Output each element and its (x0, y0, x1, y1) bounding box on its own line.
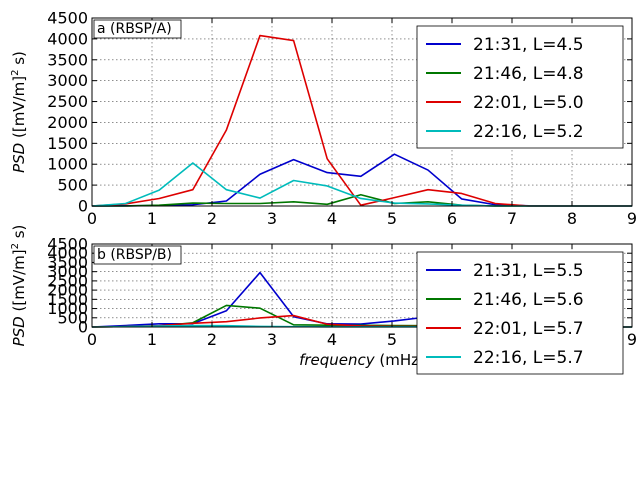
x-axis-label: frequency (mHz) (299, 351, 425, 369)
x-tick-label: 6 (447, 209, 457, 228)
series-line-4 (91, 162, 632, 207)
y-tick-label: 0 (78, 318, 88, 337)
x-tick-label: 7 (507, 209, 517, 228)
panel-label-box (93, 19, 182, 39)
x-tick-label: 0 (87, 330, 97, 349)
y-tick-label: 3000 (47, 71, 88, 90)
y-tick-label: 0 (78, 197, 88, 216)
legend-frame (416, 251, 624, 375)
legend-label-4: 22:16, L=5.2 (473, 122, 584, 142)
legend-label-1: 21:31, L=5.5 (473, 261, 584, 281)
y-tick-label: 4500 (47, 9, 88, 28)
y-tick-label: 2500 (47, 271, 88, 290)
legend-label-1: 21:31, L=4.5 (473, 35, 584, 55)
x-tick-label: 1 (147, 209, 157, 228)
y-tick-label: 4000 (47, 244, 88, 263)
x-tick-label: 5 (387, 209, 397, 228)
y-axis-label: PSD ([mV/m]2 s) (10, 51, 28, 173)
x-tick-label: 4 (327, 330, 337, 349)
y-tick-label: 1000 (47, 299, 88, 318)
legend-label-2: 21:46, L=4.8 (473, 64, 584, 84)
x-tick-label: 5 (387, 330, 397, 349)
y-tick-label: 500 (57, 176, 88, 195)
y-tick-label: 2000 (47, 281, 88, 300)
panel-label: a (RBSP/A) (93, 19, 182, 39)
x-tick-label: 9 (627, 209, 637, 228)
legend-label-3: 22:01, L=5.7 (473, 319, 584, 339)
plot-frame (91, 17, 633, 207)
x-tick-label: 3 (267, 209, 277, 228)
legend-label-2: 21:46, L=5.6 (473, 290, 584, 310)
x-tick-label: 4 (327, 209, 337, 228)
y-tick-label: 4000 (47, 29, 88, 48)
panel-label-text: a (RBSP/A) (97, 21, 172, 37)
panel-b: 0123456789050010001500200025003000350040… (10, 225, 637, 375)
legend-label-3: 22:01, L=5.0 (473, 93, 584, 113)
y-tick-label: 3000 (47, 262, 88, 281)
x-tick-label: 0 (87, 209, 97, 228)
x-tick-label: 2 (207, 209, 217, 228)
panel-label-text: b (RBSP/B) (97, 247, 172, 263)
y-tick-label: 4500 (47, 235, 88, 254)
y-tick-label: 2500 (47, 92, 88, 111)
legend: 21:31, L=4.5 21:46, L=4.8 22:01, L=5.0 22:1… (416, 25, 624, 149)
legend: 21:31, L=5.5 21:46, L=5.6 22:01, L=5.7 22:1… (416, 251, 624, 375)
legend-label-4: 22:16, L=5.7 (473, 348, 584, 368)
x-tick-label: 1 (147, 330, 157, 349)
x-tick-label: 8 (567, 209, 577, 228)
y-tick-label: 2000 (47, 113, 88, 132)
plot-frame (91, 243, 633, 328)
panel-label-box (93, 245, 182, 265)
panel-label: b (RBSP/B) (93, 245, 182, 265)
y-tick-label: 3500 (47, 253, 88, 272)
y-tick-label: 1000 (47, 155, 88, 174)
x-tick-label: 2 (207, 330, 217, 349)
legend-frame (416, 25, 624, 149)
y-tick-label: 500 (57, 308, 88, 327)
panel-a: 0 1 2 3 4 5 6 7 8 9 0 500 1000 1500 2000 2500 3000 3500 40… (10, 9, 637, 229)
y-tick-label: 3500 (47, 50, 88, 69)
y-tick-label: 1500 (47, 134, 88, 153)
y-tick-label: 1500 (47, 290, 88, 309)
y-axis-label: PSD ([mV/m]2 s) (10, 225, 28, 347)
x-tick-label: 3 (267, 330, 277, 349)
x-tick-label: 9 (627, 330, 637, 349)
